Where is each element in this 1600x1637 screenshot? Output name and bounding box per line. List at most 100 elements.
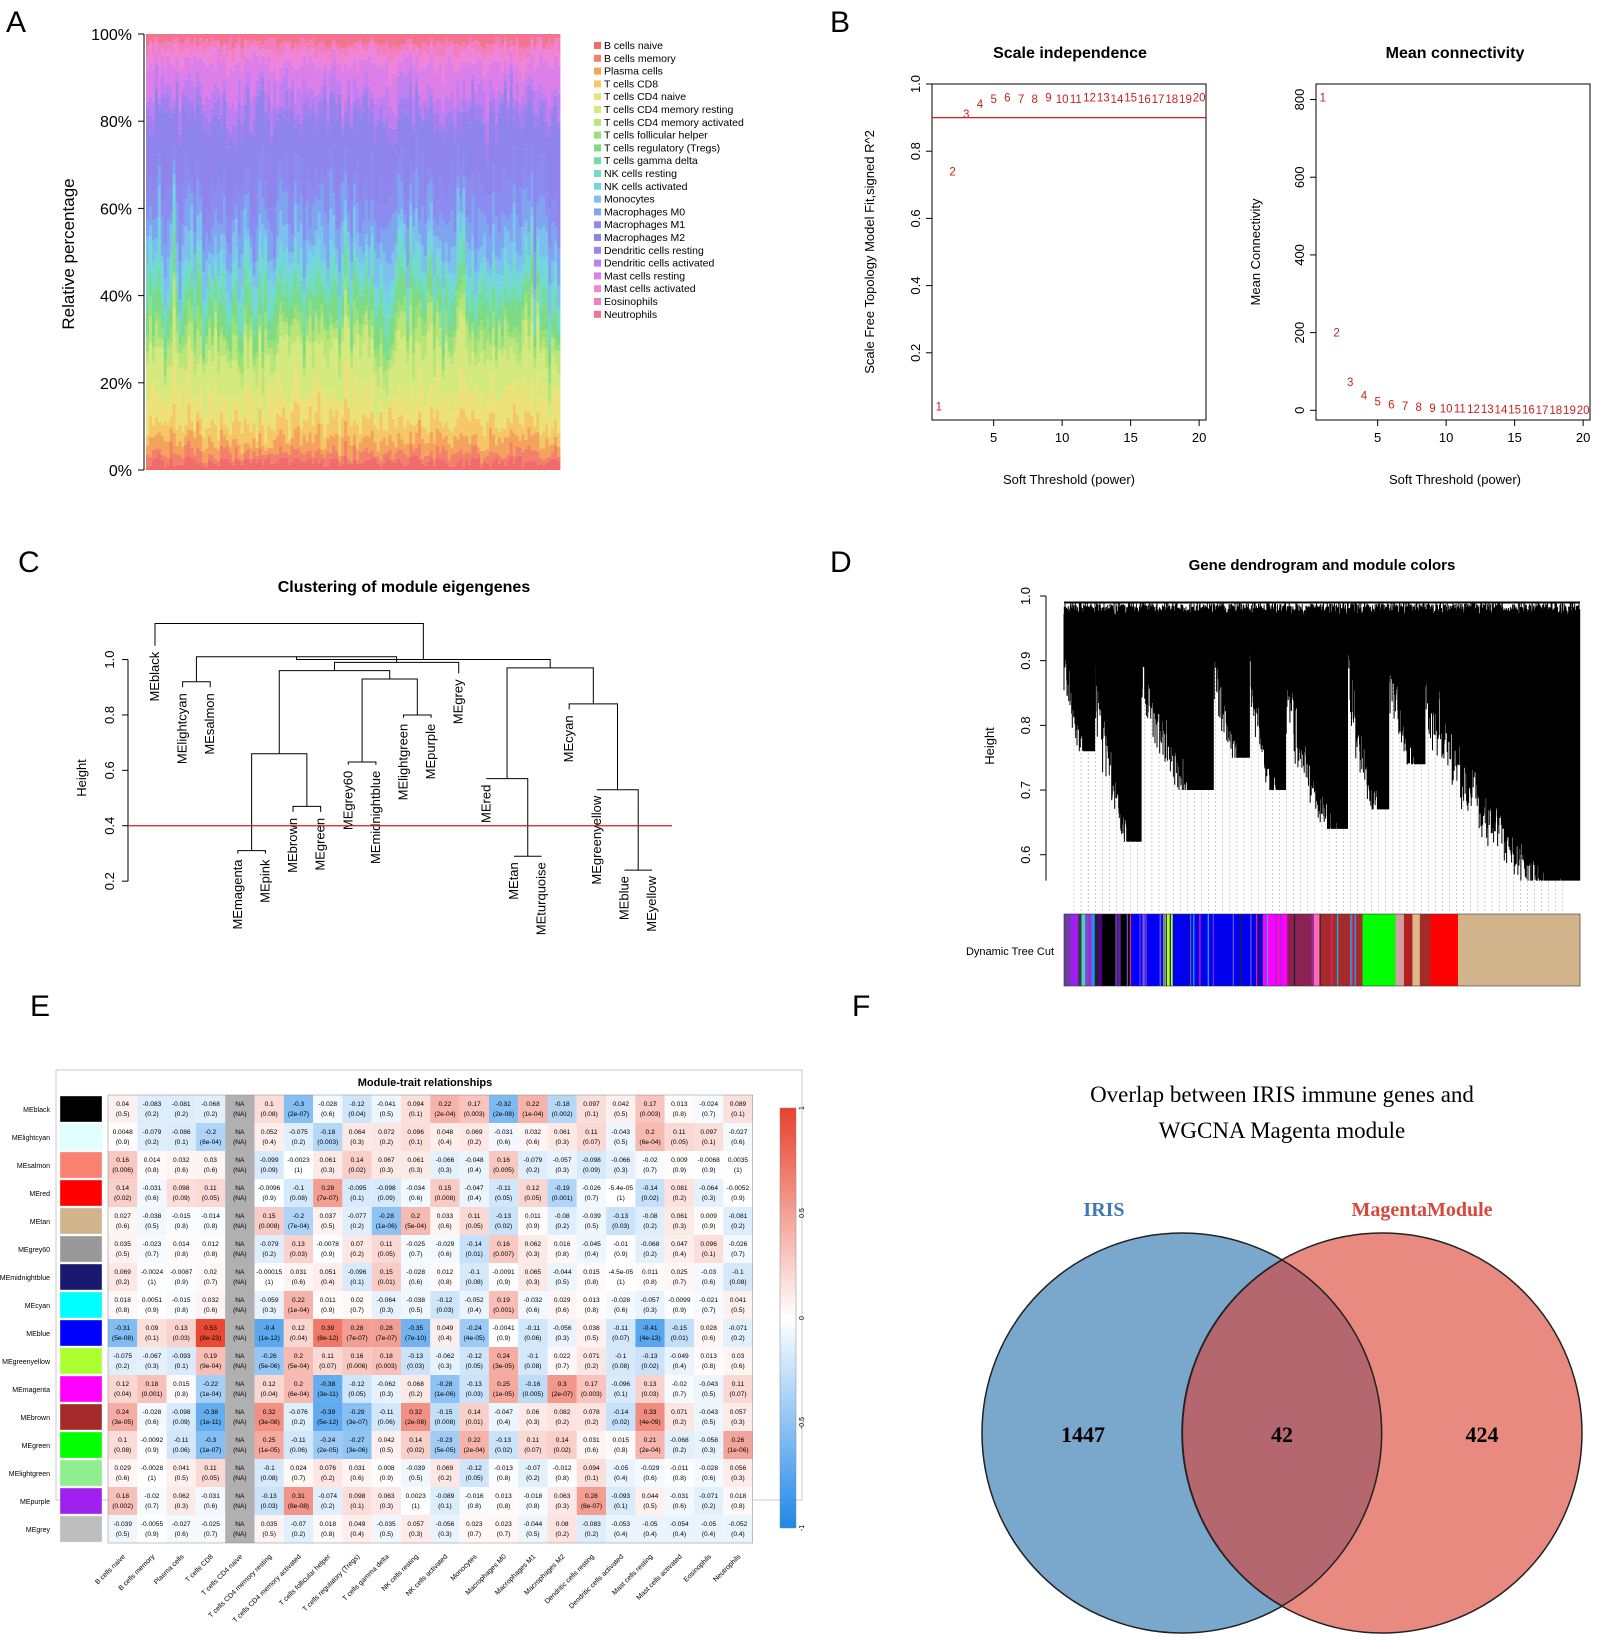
stack-segment — [429, 406, 434, 433]
stack-segment — [205, 322, 209, 337]
heatmap-cell — [459, 1151, 489, 1179]
cell-pvalue: (0.1) — [585, 1475, 599, 1482]
stack-segment — [524, 85, 528, 104]
stack-segment — [527, 56, 531, 62]
stack-segment — [358, 433, 363, 443]
heatmap-cell — [195, 1431, 226, 1459]
stack-segment — [273, 463, 277, 470]
stack-segment — [385, 353, 389, 360]
stack-segment — [240, 72, 244, 107]
stack-segment — [222, 98, 227, 165]
stack-segment — [199, 186, 203, 199]
stack-segment — [415, 34, 419, 45]
stack-segment — [391, 146, 395, 187]
stack-segment — [347, 186, 351, 213]
cell-correlation: -0.12 — [350, 1101, 365, 1108]
stack-segment — [296, 264, 301, 276]
cell-pvalue: (0.8) — [467, 1503, 481, 1510]
stack-segment — [249, 213, 253, 237]
module-color-segment — [1458, 914, 1581, 986]
stack-segment — [494, 458, 499, 470]
stack-segment — [216, 336, 221, 353]
stack-segment — [394, 170, 398, 212]
module-color-stripe — [1119, 914, 1121, 986]
stack-segment — [423, 443, 428, 456]
cell-pvalue: (0.2) — [643, 1223, 657, 1230]
stack-segment — [279, 445, 283, 458]
stack-segment — [255, 261, 259, 289]
cell-pvalue: (3e-11) — [317, 1391, 338, 1398]
stack-segment — [429, 457, 434, 470]
stack-segment — [379, 228, 383, 244]
stack-segment — [308, 266, 312, 287]
stack-segment — [231, 263, 236, 279]
heatmap-cell — [195, 1207, 226, 1235]
cell-correlation: -0.018 — [523, 1493, 542, 1500]
stack-segment — [157, 43, 162, 56]
heatmap-cell — [606, 1291, 636, 1319]
cell-correlation: -0.12 — [350, 1381, 365, 1388]
stack-segment — [453, 246, 457, 275]
cell-correlation: -0.027 — [172, 1521, 191, 1528]
stack-segment — [261, 368, 265, 395]
module-color-swatch — [59, 1263, 103, 1291]
module-color-stripe — [1163, 914, 1165, 986]
stack-segment — [163, 376, 168, 385]
cell-pvalue: (0.7) — [702, 1307, 716, 1314]
cell-pvalue: (0.1) — [702, 1251, 716, 1258]
stack-segment — [415, 455, 419, 470]
stack-segment — [184, 258, 188, 271]
stack-segment — [521, 96, 525, 107]
heatmap-cell — [313, 1095, 343, 1123]
cell-pvalue: (0.07) — [612, 1335, 629, 1342]
stack-segment — [397, 299, 401, 318]
stack-segment — [320, 304, 324, 315]
stack-segment — [429, 88, 434, 97]
stack-segment — [415, 208, 419, 242]
stack-segment — [397, 432, 401, 450]
heatmap-cell — [664, 1207, 694, 1235]
stack-segment — [530, 109, 534, 141]
stack-segment — [376, 367, 381, 387]
stack-segment — [435, 339, 440, 365]
cell-correlation: 0.031 — [290, 1269, 307, 1276]
stack-segment — [497, 259, 502, 275]
module-color-stripe — [1129, 914, 1131, 986]
cell-correlation: -0.11 — [379, 1409, 394, 1416]
cell-pvalue: (0.05) — [378, 1251, 395, 1258]
stack-segment — [249, 130, 253, 139]
cell-pvalue: (0.05) — [466, 1363, 483, 1370]
legend-entry: Dendritic cells resting — [604, 245, 704, 257]
stack-segment — [146, 467, 150, 470]
stack-segment — [400, 222, 404, 238]
stack-segment — [423, 313, 428, 323]
stack-segment — [382, 252, 386, 284]
stack-segment — [284, 268, 289, 283]
heatmap-cell — [576, 1095, 607, 1123]
cell-correlation: 0.016 — [554, 1241, 571, 1248]
cell-pvalue: (0.001) — [552, 1195, 573, 1202]
heatmap-cell — [606, 1179, 636, 1207]
stack-segment — [491, 53, 496, 61]
stack-segment — [196, 101, 200, 160]
stack-segment — [382, 373, 386, 389]
stack-segment — [483, 76, 487, 92]
stack-segment — [231, 278, 236, 288]
stack-segment — [225, 446, 230, 459]
stack-segment — [527, 317, 531, 337]
stack-segment — [296, 290, 301, 305]
stack-segment — [456, 69, 460, 81]
stack-segment — [350, 50, 354, 68]
legend-swatch — [594, 118, 601, 126]
stack-segment — [219, 288, 224, 304]
stack-segment — [471, 195, 475, 236]
heatmap-cell — [547, 1319, 577, 1347]
heatmap-cell — [401, 1095, 431, 1123]
stack-segment — [524, 448, 528, 462]
cell-pvalue: (0.3) — [731, 1419, 745, 1426]
stack-segment — [317, 262, 321, 271]
stack-segment — [397, 416, 401, 433]
stack-segment — [459, 298, 463, 311]
heatmap-cell — [313, 1179, 343, 1207]
stack-segment — [154, 347, 159, 393]
